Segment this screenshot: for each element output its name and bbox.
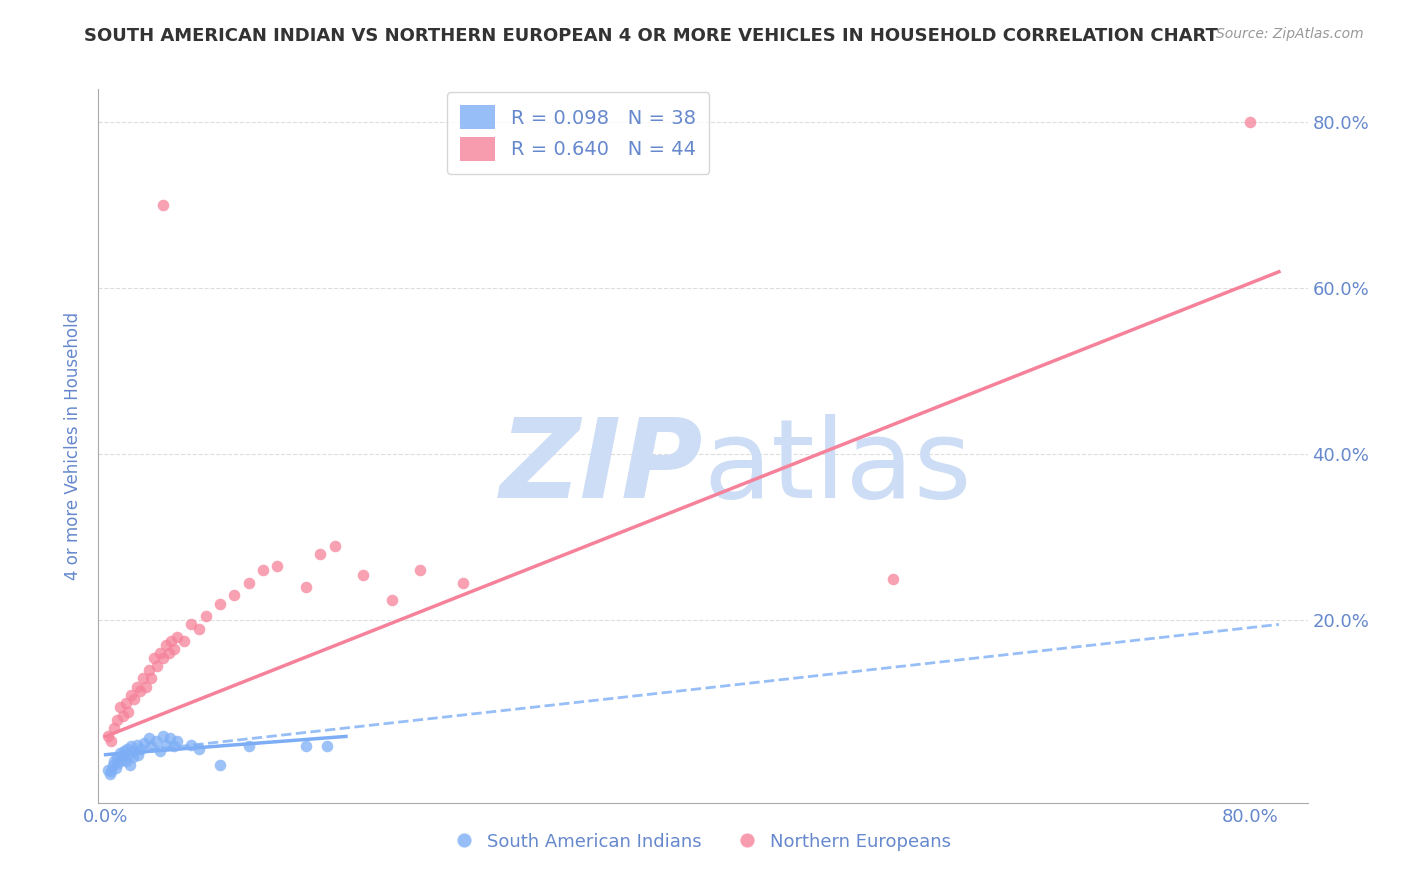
Point [143,650,166,665]
Point [129,683,152,698]
Point [166,733,188,747]
Point [882,572,904,586]
Point [115,742,138,756]
Point [163,642,186,657]
Text: Source: ZipAtlas.com: Source: ZipAtlas.com [1216,27,1364,41]
Point [111,708,134,723]
Point [145,733,167,747]
Point [104,761,127,775]
Point [105,713,128,727]
Point [224,588,246,602]
Point [125,738,148,752]
Point [309,547,332,561]
Point [316,739,339,754]
Point [152,198,174,212]
Point [122,692,145,706]
Point [138,731,160,745]
Point [152,730,174,744]
Point [141,671,163,685]
Legend: South American Indians, Northern Europeans: South American Indians, Northern Europea… [447,825,959,858]
Point [120,739,142,754]
Point [238,575,260,590]
Point [160,634,183,648]
Point [180,617,202,632]
Point [180,738,202,752]
Point [127,747,149,762]
Point [209,758,232,772]
Text: SOUTH AMERICAN INDIAN VS NORTHERN EUROPEAN 4 OR MORE VEHICLES IN HOUSEHOLD CORRE: SOUTH AMERICAN INDIAN VS NORTHERN EUROPE… [84,27,1218,45]
Point [134,736,156,750]
Point [117,705,139,719]
Y-axis label: 4 or more Vehicles in Household: 4 or more Vehicles in Household [65,312,83,580]
Point [152,650,174,665]
Point [107,756,129,770]
Point [295,739,318,754]
Point [159,731,181,745]
Point [166,630,188,644]
Point [453,575,475,590]
Point [138,663,160,677]
Point [409,564,432,578]
Text: atlas: atlas [703,414,972,521]
Point [194,609,217,624]
Point [103,754,125,768]
Point [105,750,128,764]
Point [155,738,177,752]
Point [122,744,145,758]
Point [100,764,122,779]
Point [97,730,120,744]
Point [121,750,143,764]
Point [101,758,124,772]
Point [238,739,260,754]
Point [117,747,139,762]
Point [252,564,274,578]
Point [187,742,209,756]
Point [108,746,131,760]
Text: ZIP: ZIP [499,414,703,521]
Point [114,696,136,710]
Point [295,580,318,594]
Point [98,766,121,780]
Point [352,567,374,582]
Point [112,744,135,758]
Point [110,753,132,767]
Point [141,739,163,754]
Point [120,688,142,702]
Point [146,659,169,673]
Point [132,671,155,685]
Point [114,754,136,768]
Point [100,733,122,747]
Point [163,739,186,754]
Point [157,647,180,661]
Point [131,742,153,756]
Point [97,763,120,777]
Point [125,680,148,694]
Point [209,597,232,611]
Point [155,638,177,652]
Point [149,647,172,661]
Point [108,700,131,714]
Point [266,559,288,574]
Point [118,758,141,772]
Point [173,634,195,648]
Point [187,622,209,636]
Point [323,539,346,553]
Point [1239,115,1261,129]
Point [111,747,134,762]
Point [135,680,157,694]
Point [381,592,404,607]
Point [149,744,172,758]
Point [103,721,125,735]
